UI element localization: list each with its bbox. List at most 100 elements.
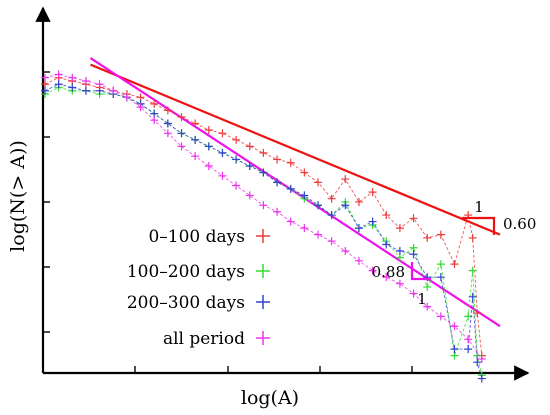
data-point	[273, 207, 282, 216]
data-point	[450, 322, 459, 331]
data-point	[150, 99, 159, 108]
data-point	[436, 260, 445, 269]
data-point	[477, 354, 486, 363]
data-point	[468, 292, 477, 301]
data-point	[245, 191, 254, 200]
data-point	[150, 116, 159, 125]
legend-item: 200–300 days	[127, 293, 270, 313]
data-point	[68, 83, 77, 92]
data-point	[341, 201, 350, 210]
data-point	[286, 184, 295, 193]
data-point	[286, 217, 295, 226]
legend-marker	[256, 264, 270, 278]
data-point	[81, 86, 90, 95]
series-4	[41, 70, 486, 363]
data-point	[395, 247, 404, 256]
data-point	[382, 211, 391, 220]
slope-run-label: 1	[474, 198, 484, 216]
data-point	[163, 129, 172, 138]
data-point	[341, 247, 350, 256]
data-point	[218, 148, 227, 157]
data-point	[473, 309, 482, 318]
data-point	[354, 256, 363, 265]
data-point	[218, 171, 227, 180]
legend-label: 100–200 days	[127, 262, 245, 282]
data-point	[368, 188, 377, 197]
data-point	[245, 142, 254, 151]
data-point	[395, 279, 404, 288]
legend-item: all period	[163, 329, 270, 349]
axes	[35, 6, 530, 381]
data-point	[259, 168, 268, 177]
data-point	[259, 148, 268, 157]
data-point	[191, 152, 200, 161]
data-point	[95, 80, 104, 89]
data-point	[232, 155, 241, 164]
data-point	[395, 224, 404, 233]
data-point	[423, 302, 432, 311]
data-point	[436, 273, 445, 282]
data-point	[341, 175, 350, 184]
data-point	[232, 181, 241, 190]
data-point	[423, 282, 432, 291]
data-point	[41, 86, 49, 95]
slope-value-label: 0.88	[372, 263, 405, 281]
data-point	[204, 161, 213, 170]
data-point	[450, 260, 459, 269]
data-point	[354, 224, 363, 233]
data-point	[259, 201, 268, 210]
data-point	[473, 358, 482, 367]
data-series	[41, 70, 486, 383]
slope-triangle-legs	[410, 262, 431, 281]
legend-item: 100–200 days	[127, 262, 270, 282]
legend-item: 0–100 days	[148, 227, 270, 247]
fit-lines	[89, 57, 501, 328]
data-point	[273, 155, 282, 164]
data-point	[54, 80, 63, 89]
fit-line-2	[89, 57, 501, 328]
data-point	[218, 129, 227, 138]
fit-line-1	[90, 63, 501, 236]
slope-run-label: 1	[417, 290, 427, 308]
data-point	[314, 201, 322, 210]
data-point	[177, 142, 186, 151]
series-3	[41, 80, 486, 383]
legend-marker	[256, 229, 270, 243]
legend: 0–100 days 100–200 days 200–300 days all pe…	[127, 227, 270, 349]
data-point	[314, 178, 322, 187]
legend-marker	[256, 331, 270, 345]
series-connector	[44, 83, 483, 379]
data-point	[436, 230, 445, 239]
data-point	[409, 214, 418, 223]
y-axis-label: log(N(> A))	[7, 140, 29, 252]
data-point	[368, 217, 377, 226]
data-point	[122, 93, 131, 102]
legend-marker	[256, 295, 270, 309]
data-point	[450, 345, 459, 354]
data-point	[81, 76, 90, 85]
data-point	[468, 266, 477, 275]
data-point	[423, 233, 432, 242]
data-point	[191, 135, 200, 144]
data-point	[477, 374, 486, 383]
data-point	[300, 191, 309, 200]
data-point	[382, 240, 391, 249]
data-point	[327, 237, 336, 246]
slope-value-label: 0.60	[503, 215, 536, 233]
data-point	[327, 194, 336, 203]
slope-triangle-legs	[462, 216, 496, 235]
data-point	[68, 73, 77, 82]
slope-triangles: 10.600.881	[372, 198, 537, 308]
data-point	[409, 250, 418, 259]
data-point	[54, 70, 63, 79]
data-point	[468, 233, 477, 242]
x-axis-label: log(A)	[241, 387, 299, 409]
data-point	[464, 345, 473, 354]
data-point	[204, 126, 213, 135]
series-connector	[44, 77, 483, 356]
data-point	[436, 312, 445, 321]
legend-label: 0–100 days	[148, 227, 245, 247]
data-point	[109, 86, 118, 95]
slope-triangle-1: 10.60	[462, 198, 536, 235]
data-point	[177, 129, 186, 138]
